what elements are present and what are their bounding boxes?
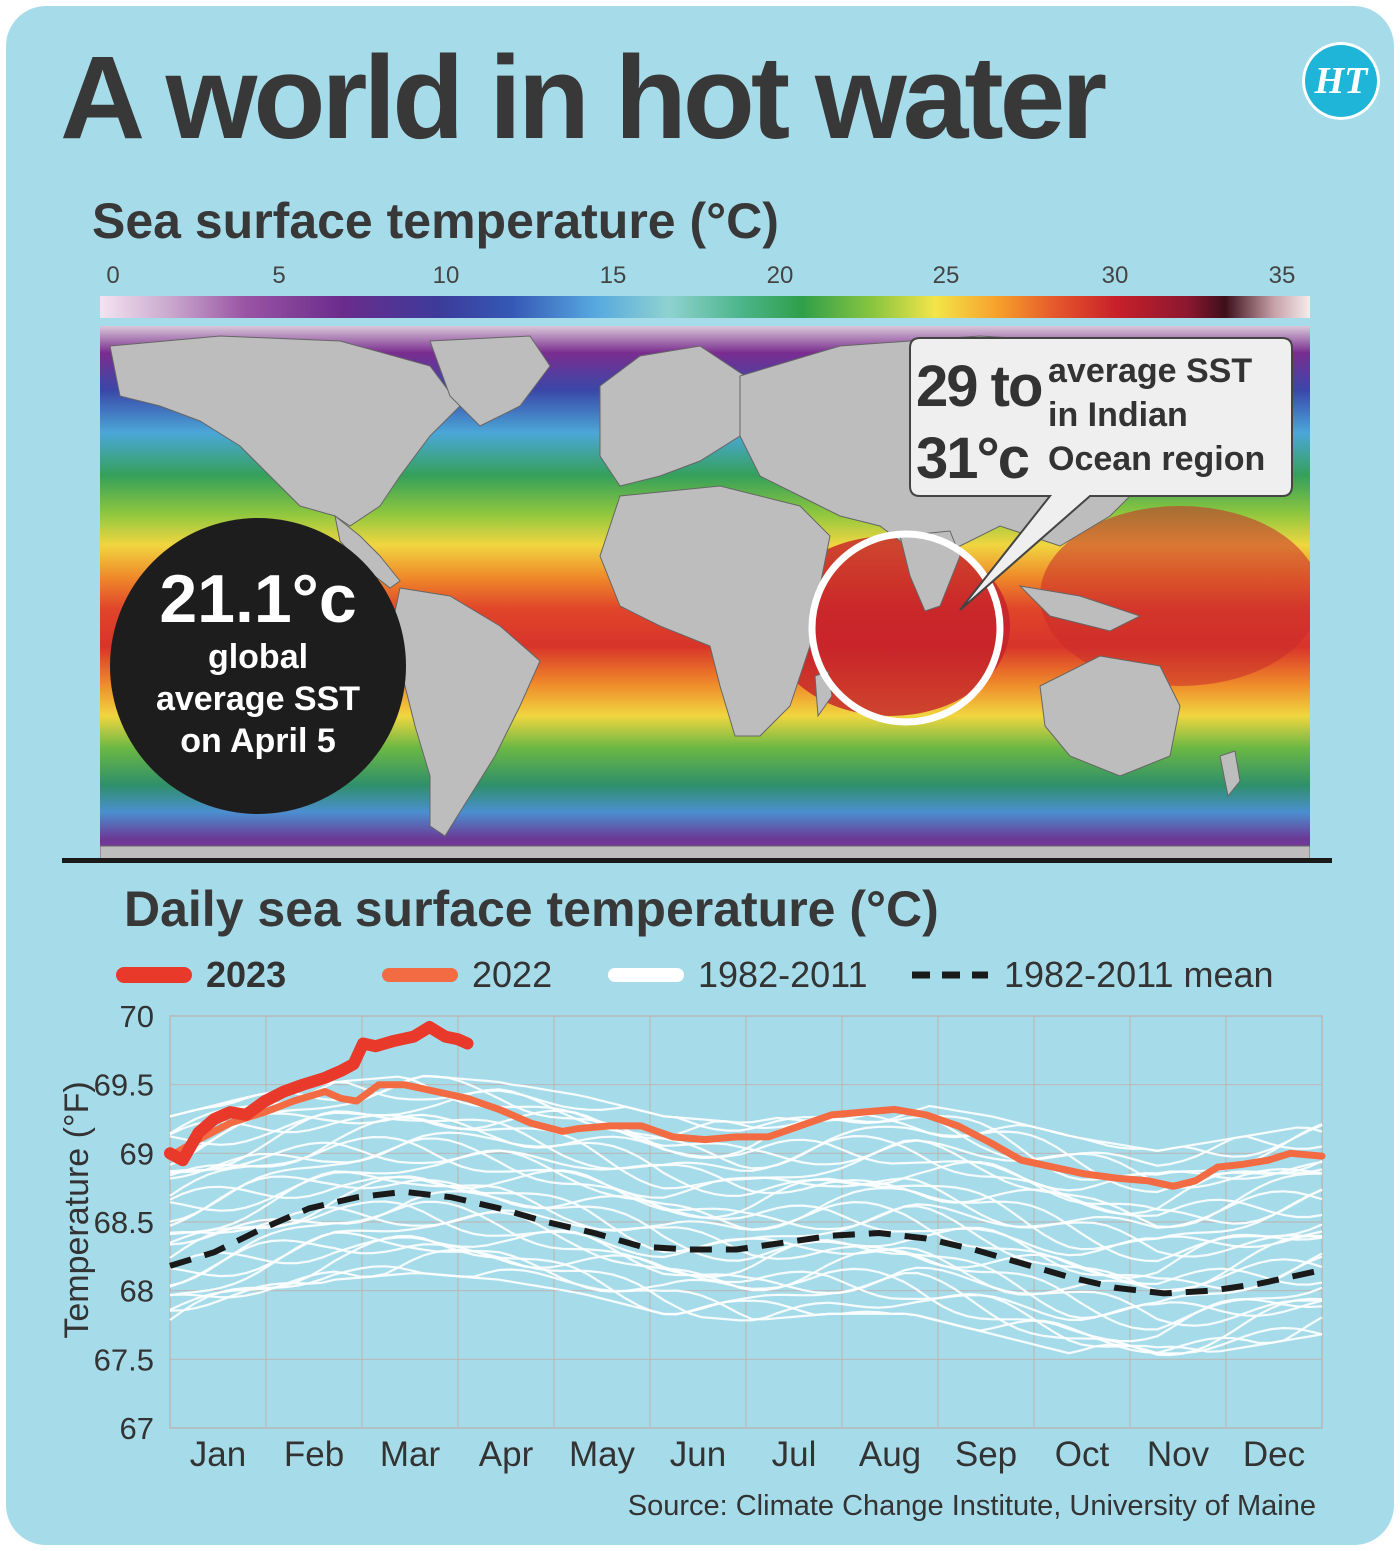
historical-year-line [169,1141,1323,1219]
y-tick-label: 70 [120,999,154,1034]
historical-year-line [169,1206,1323,1286]
indian-ocean-value-line1: 29 to [916,354,1042,419]
global-average-badge [110,518,406,814]
colorbar-tick: 0 [106,262,120,289]
sea-surface-temperature-map: 21.1°c global average SST on April 5 29 … [100,326,1310,860]
y-tick-label: 68.5 [94,1205,154,1240]
map-title: Sea surface temperature (°C) [92,193,779,249]
colorbar-ticks: 0 5 10 15 20 25 30 35 [0,262,1400,292]
legend-item-mean: 1982-2011 mean [910,950,1274,1000]
indian-ocean-value-line2: 31°c [916,426,1029,491]
historical-year-line [169,1210,1323,1331]
main-title: A world in hot water [60,32,1107,164]
historical-year-line [169,1169,1323,1258]
historical-year-line [169,1229,1323,1327]
legend-swatch [608,968,684,982]
legend-swatch [116,967,192,983]
x-tick-label: Nov [1147,1435,1210,1474]
indian-ocean-text-line3: Ocean region [1048,440,1265,478]
chart-legend: 2023 2022 1982-2011 1982-2011 mean [110,950,1330,1000]
y-tick-label: 67 [120,1411,154,1446]
x-tick-label: Feb [284,1435,344,1474]
colorbar-tick: 25 [932,262,960,289]
new-zealand [1219,750,1241,798]
legend-label: 1982-2011 mean [1004,954,1274,995]
historical-year-line [169,1175,1323,1293]
historical-year-line [169,1234,1323,1357]
africa [599,485,831,737]
colorbar-tick: 20 [766,262,794,289]
indian-ocean-text-line1: average SST [1048,352,1252,390]
historical-year-line [169,1075,1323,1167]
historical-lines [169,1074,1323,1357]
legend-item-1982-2011: 1982-2011 [608,950,868,1000]
y-tick-label: 69.5 [94,1068,154,1103]
x-tick-label: Dec [1243,1435,1305,1474]
legend-swatch [382,968,458,982]
x-tick-label: Sep [955,1435,1017,1474]
x-tick-label: Mar [380,1435,441,1474]
indian-ocean-text-line2: in Indian [1048,396,1188,434]
australia [1039,655,1181,777]
north-america [109,335,461,527]
temperature-colorbar [100,296,1310,318]
historical-year-line [169,1149,1323,1263]
legend-swatch-dashed [912,971,988,979]
series-line-2022 [166,1081,1326,1190]
x-tick-label: Jun [670,1435,726,1474]
historical-year-line [169,1190,1323,1291]
x-tick-label: May [569,1435,636,1474]
historical-year-line [169,1131,1323,1225]
colorbar-tick: 30 [1101,262,1129,289]
historical-year-line [169,1200,1323,1320]
antarctica [100,845,1310,860]
y-tick-label: 69 [120,1136,154,1171]
legend-label: 2023 [206,954,287,995]
historical-year-line [169,1088,1323,1194]
pacific-warm-pool [1040,506,1310,686]
x-tick-label: Oct [1055,1435,1110,1474]
chart-series [164,1021,1326,1297]
series-line-mean [169,1188,1323,1297]
chart-title: Daily sea surface temperature (°C) [124,881,939,937]
x-tick-label: Jul [772,1435,817,1474]
chart-ticks: 70 69.5 69 68.5 68 67.5 67 Jan Feb Mar Apr May Jun Ju… [94,999,1305,1474]
ht-logo: HT [1302,42,1380,120]
y-axis-label: Temperature (°F) [58,1081,96,1338]
legend-label: 1982-2011 [698,954,868,995]
indian-ocean-callout-box [909,337,1293,611]
europe [599,345,761,487]
global-average-line2: average SST [156,680,360,718]
historical-year-line [169,1135,1323,1229]
global-average-line1: global [208,638,308,676]
x-tick-label: Apr [479,1435,534,1474]
legend-label: 2022 [472,954,553,995]
greenland [429,335,551,427]
colorbar-tick: 15 [599,262,627,289]
y-tick-label: 67.5 [94,1342,154,1377]
colorbar-tick: 10 [432,262,460,289]
colorbar-tick: 35 [1268,262,1296,289]
section-divider [62,858,1332,863]
global-average-value: 21.1°c [159,561,356,637]
indonesia [1018,585,1142,632]
india [899,530,961,612]
series-line-2023 [164,1021,474,1167]
legend-item-2022: 2022 [382,950,552,1000]
indian-ocean-highlight-circle [808,530,1004,726]
historical-year-line [169,1080,1323,1153]
central-america [334,514,401,589]
x-tick-label: Jan [190,1435,246,1474]
x-tick-label: Aug [859,1435,921,1474]
y-tick-label: 68 [120,1274,154,1309]
colorbar-tick: 5 [272,262,286,289]
source-note: Source: Climate Change Institute, Univer… [627,1490,1316,1522]
legend-item-2023: 2023 [116,950,286,1000]
global-average-line3: on April 5 [180,722,336,760]
